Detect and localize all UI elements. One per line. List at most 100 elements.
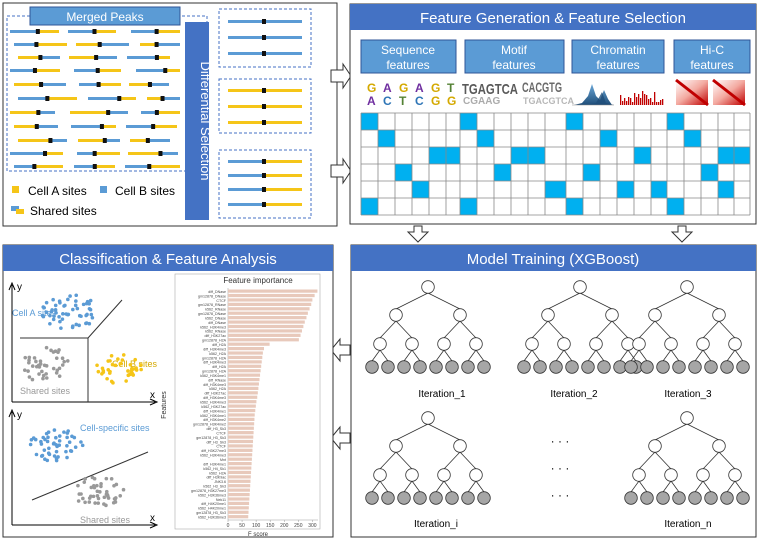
tree-node xyxy=(453,308,467,322)
chromatin-signal-bar xyxy=(624,98,626,105)
feature-generation-header xyxy=(350,4,756,30)
sequence-letters: G A G A G TA C T C G G xyxy=(367,81,456,108)
tree-leaf-node xyxy=(517,360,531,374)
peak-segment xyxy=(18,56,41,59)
peak-summit-marker xyxy=(154,55,159,60)
feature-category-label: k562_H3K4me3 xyxy=(200,325,226,329)
peak-segment xyxy=(14,165,35,168)
peak-segment xyxy=(147,139,170,142)
peak-segment xyxy=(69,56,97,59)
peak-segment xyxy=(78,139,105,142)
scatter-point xyxy=(49,310,54,314)
scatter-point xyxy=(87,496,92,500)
tree-node xyxy=(632,468,646,482)
tree-node xyxy=(664,468,678,482)
chart-x-ticks: 0 50 100 150 200 250 300 xyxy=(227,520,317,529)
cell-b-legend-swatch xyxy=(100,186,107,193)
tree-edge xyxy=(638,320,656,339)
scatter-point xyxy=(66,297,70,302)
matrix-selected-cell xyxy=(378,130,395,147)
peak-segment xyxy=(228,121,264,124)
chromatin-signal-bar xyxy=(646,95,648,105)
matrix-selected-cell xyxy=(634,147,651,164)
peak-summit-marker xyxy=(48,138,53,143)
tree-leaf-node xyxy=(624,360,638,374)
tree-node xyxy=(557,337,571,351)
scatter-point xyxy=(102,502,106,506)
tree-node xyxy=(421,411,435,425)
x-tick-label: 300 xyxy=(308,523,317,529)
chromatin-signal-bar xyxy=(648,99,650,105)
tree-leaf-node xyxy=(461,491,475,505)
scatter-point xyxy=(54,435,58,440)
feature-category-label: diff_H3_Sk3 xyxy=(206,427,226,431)
peak-summit-marker xyxy=(32,68,37,73)
feature-category-label: k562_H3K4me3 xyxy=(200,401,226,405)
feature-importance-bar xyxy=(228,453,253,457)
tree-leaf-node xyxy=(640,360,654,374)
tree-edge xyxy=(702,480,712,493)
matrix-selected-cell xyxy=(460,113,477,130)
chromatin-signal-bar xyxy=(660,100,662,105)
feature-importance-bar xyxy=(228,462,252,466)
scatter-point xyxy=(109,353,114,358)
feature-importance-bar xyxy=(228,422,255,426)
scatter-point xyxy=(58,300,62,305)
feature-importance-bar xyxy=(228,351,263,355)
scatter-point xyxy=(85,312,89,317)
shared-legend-label: Shared sites xyxy=(30,204,97,218)
tree-node xyxy=(421,280,435,294)
matrix-selected-cell xyxy=(583,164,600,181)
feature-category-label: CTCF xyxy=(216,299,226,303)
peak-segment xyxy=(156,30,180,33)
peak-summit-marker xyxy=(151,124,156,129)
matrix-selected-cell xyxy=(600,130,617,147)
peak-segment xyxy=(228,89,264,92)
peak-segment xyxy=(94,152,120,155)
feature-category-label: k562_H2A xyxy=(209,471,226,475)
tree-edge xyxy=(611,320,629,339)
chart-y-axis-label: Features xyxy=(161,391,168,419)
feature-importance-bar xyxy=(228,316,307,320)
tree-node xyxy=(696,337,710,351)
peak-summit-marker xyxy=(34,42,39,47)
matrix-selected-cell xyxy=(446,147,460,164)
matrix-selected-cell xyxy=(545,181,566,198)
scatter-point xyxy=(51,297,55,302)
peak-segment xyxy=(160,152,178,155)
scatter-point xyxy=(80,443,85,448)
scatter-point xyxy=(96,369,101,374)
tree-leaf-node xyxy=(365,491,379,505)
motif-logo-1: TGAGTCA xyxy=(462,81,518,98)
matrix-selected-cell xyxy=(701,164,718,181)
scatter-point xyxy=(99,484,103,489)
matrix-selected-cell xyxy=(718,147,734,164)
tree-edge xyxy=(670,480,680,493)
peak-segment xyxy=(165,69,180,72)
peak-segment xyxy=(125,165,150,168)
tree-edge xyxy=(371,480,381,493)
chromatin-signal-bar xyxy=(638,94,640,105)
scatter-point xyxy=(73,445,78,450)
chromatin-signal-bar xyxy=(640,98,642,105)
scatter-point xyxy=(32,356,37,360)
tree-edge xyxy=(654,451,672,470)
tree-leaf-node xyxy=(477,491,491,505)
scatter-point xyxy=(65,443,69,448)
scatter-point xyxy=(30,377,35,382)
sequence-letter: A xyxy=(367,94,376,108)
peak-summit-marker xyxy=(117,96,122,101)
feature-category-label: diff_DNase xyxy=(208,290,226,294)
feature-category-label: diff_H4K20me1 xyxy=(201,502,226,506)
scatter-point xyxy=(76,483,80,488)
peak-segment xyxy=(264,121,302,124)
tree-edge xyxy=(523,349,533,362)
feature-category-label: diff_H3K4me3 xyxy=(203,361,226,365)
tree-edge xyxy=(595,320,613,339)
peak-segment xyxy=(228,20,264,23)
scatter-point xyxy=(126,369,130,373)
tree-node xyxy=(453,439,467,453)
chromatin-signal-bar xyxy=(622,101,624,105)
scatter-point xyxy=(54,449,59,454)
chart-x-axis-label: F score xyxy=(248,532,269,538)
